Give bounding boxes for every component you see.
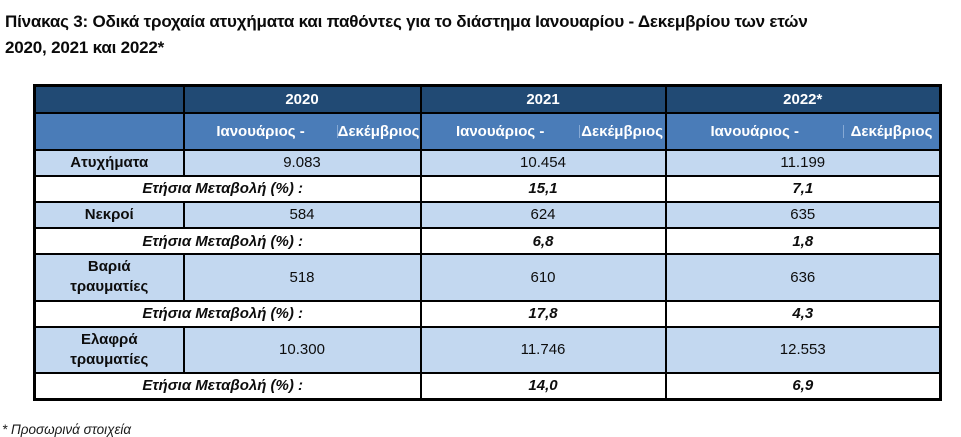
change-row-light-injuries: Ετήσια Μεταβολή (%) : 14,0 6,9	[33, 372, 942, 400]
statistics-table: 2020 2021 2022* Ιανουάριος - Δεκέμβριος …	[33, 84, 942, 401]
light-injuries-2021: 11.746	[419, 325, 667, 374]
serious-injuries-2022: 636	[664, 253, 942, 302]
change-row-accidents: Ετήσια Μεταβολή (%) : 15,1 7,1	[33, 174, 942, 203]
period-end-label: Δεκέμβριος	[581, 122, 664, 140]
accidents-2021: 10.454	[419, 148, 667, 177]
table-caption: Πίνακας 3: Οδικά τροχαία ατυχήματα και π…	[5, 9, 955, 61]
period-divider	[842, 124, 844, 138]
table-row-light-injuries: Ελαφρά τραυματίες 10.300 11.746 12.553	[33, 325, 942, 374]
serious-injuries-2020: 518	[182, 253, 422, 302]
light-injuries-change-2021: 14,0	[419, 372, 667, 400]
deaths-2020: 584	[182, 200, 422, 230]
table-row-serious-injuries: Βαριά τραυματίες 518 610 636	[33, 253, 942, 302]
period-start-label: Ιανουάριος -	[710, 122, 799, 140]
period-header-row: Ιανουάριος - Δεκέμβριος Ιανουάριος - Δεκ…	[33, 111, 942, 151]
row-label-deaths: Νεκροί	[33, 200, 185, 230]
period-header-2022: Ιανουάριος - Δεκέμβριος	[664, 111, 942, 151]
deaths-change-2022: 1,8	[664, 227, 942, 255]
period-end-label: Δεκέμβριος	[337, 122, 420, 140]
table-caption-line2: 2020, 2021 και 2022*	[5, 38, 165, 57]
light-injuries-2022: 12.553	[664, 325, 942, 374]
annual-change-label: Ετήσια Μεταβολή (%) :	[33, 227, 422, 255]
serious-injuries-change-2022: 4,3	[664, 299, 942, 328]
period-start-label: Ιανουάριος -	[455, 122, 545, 140]
accidents-2022: 11.199	[664, 148, 942, 177]
year-header-2020: 2020	[182, 84, 422, 114]
table-row-accidents: Ατυχήματα 9.083 10.454 11.199	[33, 148, 942, 177]
serious-injuries-change-2021: 17,8	[419, 299, 667, 328]
light-injuries-change-2022: 6,9	[664, 372, 942, 400]
period-start-label: Ιανουάριος -	[216, 122, 305, 140]
year-header-row: 2020 2021 2022*	[33, 84, 942, 114]
period-divider	[578, 124, 580, 138]
annual-change-label: Ετήσια Μεταβολή (%) :	[33, 372, 422, 400]
footnote: * Προσωρινά στοιχεία	[2, 422, 132, 437]
change-row-deaths: Ετήσια Μεταβολή (%) : 6,8 1,8	[33, 227, 942, 255]
light-injuries-2020: 10.300	[182, 325, 422, 374]
table-row-deaths: Νεκροί 584 624 635	[33, 200, 942, 230]
year-header-2022: 2022*	[664, 84, 942, 114]
accidents-2020: 9.083	[182, 148, 422, 177]
accidents-change-2021: 15,1	[419, 174, 667, 203]
period-corner-cell	[33, 111, 185, 151]
period-header-2021: Ιανουάριος - Δεκέμβριος	[419, 111, 667, 151]
period-header-2020: Ιανουάριος - Δεκέμβριος	[182, 111, 422, 151]
serious-injuries-2021: 610	[419, 253, 667, 302]
annual-change-label: Ετήσια Μεταβολή (%) :	[33, 174, 422, 203]
deaths-change-2021: 6,8	[419, 227, 667, 255]
table-caption-line1: Πίνακας 3: Οδικά τροχαία ατυχήματα και π…	[5, 12, 808, 31]
deaths-2021: 624	[419, 200, 667, 230]
change-row-serious-injuries: Ετήσια Μεταβολή (%) : 17,8 4,3	[33, 299, 942, 328]
period-end-label: Δεκέμβριος	[850, 122, 933, 140]
row-label-serious-injuries: Βαριά τραυματίες	[33, 253, 185, 302]
header-corner-cell	[33, 84, 185, 114]
annual-change-label: Ετήσια Μεταβολή (%) :	[33, 299, 422, 328]
row-label-light-injuries: Ελαφρά τραυματίες	[33, 325, 185, 374]
accidents-change-2022: 7,1	[664, 174, 942, 203]
deaths-2022: 635	[664, 200, 942, 230]
period-divider	[336, 124, 338, 138]
row-label-accidents: Ατυχήματα	[33, 148, 185, 177]
year-header-2021: 2021	[419, 84, 667, 114]
